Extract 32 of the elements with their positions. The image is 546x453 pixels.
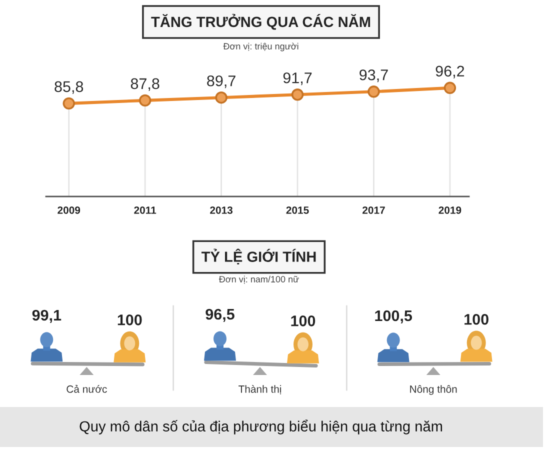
data-label: 100 (118, 314, 142, 326)
text: TỶ LỆ GIỚI TÍNH (202, 248, 316, 264)
x-tick-label: 2013 (210, 206, 233, 214)
data-label: 87,8 (130, 78, 160, 91)
point (138, 94, 152, 107)
category-label: Cả nước (66, 384, 107, 393)
point (215, 92, 228, 104)
chart-subtitle: Đơn vị: triệu người (223, 42, 298, 52)
data-label: 96,2 (436, 66, 464, 78)
data-label: 99,1 (32, 310, 62, 323)
x-tick-label: 2019 (438, 206, 462, 214)
category-label: Nông thôn (410, 385, 457, 395)
data-label: 100,5 (375, 310, 412, 324)
x-tick-label: 2017 (362, 206, 385, 214)
x-tick-label: 2015 (286, 206, 309, 214)
x-tick-label: 2009 (58, 206, 80, 214)
point (62, 97, 75, 110)
text: Đơn vị: nam/100 nữ (218, 276, 299, 284)
text: Quy mô dân số của địa phương biểu hiện qua từng năm (80, 420, 442, 434)
data-label: 89,7 (207, 75, 236, 88)
data-label: 93,7 (360, 69, 388, 82)
chart-title: TĂNG TRƯỞNG QUA CÁC NĂM (151, 14, 370, 30)
data-label: 96,5 (206, 308, 234, 322)
data-label: 100 (464, 314, 488, 325)
point (291, 88, 304, 101)
data-label: 91,7 (283, 72, 312, 86)
category-label: Thành thị (238, 385, 282, 394)
data-label: 100 (291, 316, 316, 326)
x-tick-label: 2011 (134, 206, 156, 214)
point (444, 82, 456, 94)
point (368, 86, 380, 98)
data-label: 85,8 (54, 81, 84, 94)
